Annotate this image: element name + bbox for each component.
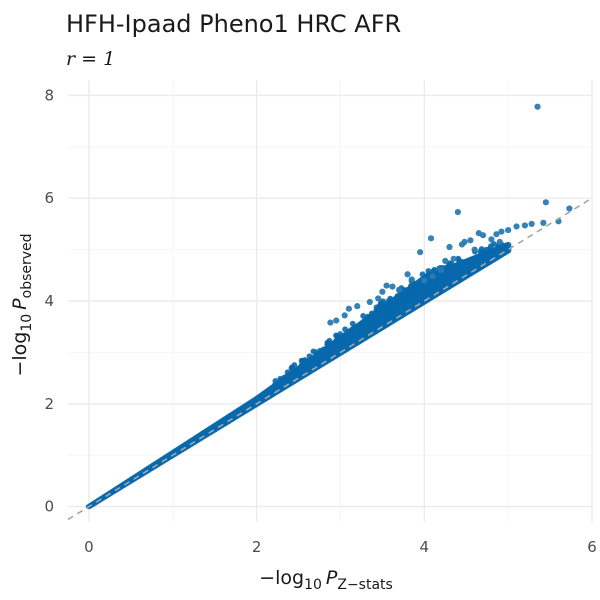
y-axis-label: −log10 Pobserved bbox=[9, 233, 35, 376]
outlier-point bbox=[493, 231, 500, 238]
point bbox=[368, 310, 375, 317]
point bbox=[360, 313, 367, 319]
point bbox=[384, 302, 391, 308]
chart-subtitle: r = 1 bbox=[66, 48, 115, 70]
outlier-point bbox=[408, 276, 415, 283]
outlier-point bbox=[458, 241, 466, 248]
y-tick-label: 6 bbox=[44, 189, 54, 207]
outlier-point bbox=[327, 319, 334, 326]
point bbox=[365, 315, 372, 322]
outlier-point bbox=[345, 305, 352, 312]
reference-line-y-equals-x bbox=[67, 197, 593, 521]
point bbox=[456, 257, 462, 264]
outlier-point bbox=[383, 282, 390, 289]
reference-line bbox=[67, 197, 593, 521]
point bbox=[380, 298, 386, 305]
point bbox=[342, 326, 349, 333]
outlier-point bbox=[542, 199, 549, 206]
point bbox=[431, 266, 438, 273]
outlier-point bbox=[521, 222, 529, 229]
outlier-point bbox=[417, 249, 424, 256]
outlier-point bbox=[404, 271, 411, 278]
outlier-point bbox=[488, 236, 495, 243]
outlier-point bbox=[396, 286, 403, 293]
outlier-point bbox=[437, 267, 445, 274]
outlier-point bbox=[429, 273, 436, 280]
x-axis-label: −log10 PZ−stats bbox=[259, 567, 393, 593]
y-label-prefix: −log bbox=[9, 332, 31, 377]
point bbox=[486, 246, 493, 252]
outlier-point bbox=[528, 220, 535, 228]
x-tick-label: 6 bbox=[587, 538, 597, 556]
chart-title: HFH-Ipaad Pheno1 HRC AFR bbox=[66, 10, 401, 38]
grid bbox=[68, 80, 593, 522]
x-tick-label: 2 bbox=[252, 538, 262, 556]
outlier-point bbox=[540, 219, 547, 226]
point bbox=[301, 357, 308, 364]
y-label-sub: observed bbox=[19, 233, 35, 298]
outlier-point bbox=[450, 255, 457, 262]
point bbox=[324, 341, 331, 348]
point bbox=[373, 311, 380, 318]
point bbox=[396, 293, 403, 299]
outlier-point bbox=[389, 283, 396, 290]
outlier-point bbox=[354, 303, 361, 310]
outlier-point bbox=[366, 298, 373, 306]
outlier-point bbox=[471, 246, 478, 253]
point bbox=[362, 320, 368, 327]
point bbox=[284, 369, 291, 376]
x-tick-label: 4 bbox=[420, 538, 430, 556]
tick-labels: 0 2 4 6 0 2 4 6 8 bbox=[44, 86, 596, 556]
point-cluster bbox=[504, 241, 512, 254]
outlier-point bbox=[566, 205, 573, 212]
y-tick-label: 0 bbox=[44, 498, 54, 516]
point bbox=[478, 246, 485, 252]
point bbox=[290, 369, 297, 376]
outlier-point bbox=[505, 226, 512, 234]
point bbox=[465, 258, 472, 265]
x-label-base: 10 bbox=[304, 577, 322, 593]
point bbox=[481, 252, 488, 259]
point bbox=[272, 378, 279, 384]
outlier-point bbox=[467, 237, 474, 244]
point bbox=[470, 258, 477, 264]
point bbox=[306, 353, 313, 360]
outlier-point bbox=[496, 238, 503, 245]
outlier-point bbox=[534, 103, 541, 110]
outlier-point bbox=[454, 208, 461, 216]
x-label-prefix: −log bbox=[259, 567, 304, 589]
outlier-point bbox=[375, 295, 382, 302]
point bbox=[388, 297, 395, 304]
point bbox=[348, 326, 355, 333]
outlier-point bbox=[498, 228, 505, 235]
outlier-point bbox=[442, 257, 449, 265]
point bbox=[288, 365, 295, 372]
outlier-point bbox=[513, 223, 520, 230]
point bbox=[416, 280, 423, 286]
outlier-point bbox=[479, 232, 487, 239]
data-points bbox=[85, 103, 573, 510]
y-tick-label: 4 bbox=[44, 292, 54, 310]
point bbox=[278, 376, 285, 383]
y-label-var: P bbox=[9, 298, 31, 310]
y-label-base: 10 bbox=[19, 314, 35, 332]
y-tick-label: 8 bbox=[44, 86, 54, 104]
point bbox=[335, 334, 342, 341]
outlier-point bbox=[341, 312, 348, 319]
point bbox=[309, 358, 315, 365]
outlier-point bbox=[421, 277, 428, 284]
outlier-point bbox=[427, 235, 435, 242]
point bbox=[313, 349, 320, 356]
point bbox=[377, 304, 384, 310]
outlier-point bbox=[446, 243, 453, 251]
x-tick-label: 0 bbox=[84, 538, 94, 556]
y-tick-label: 2 bbox=[44, 395, 54, 413]
x-label-sub: Z−stats bbox=[337, 577, 392, 593]
outlier-point bbox=[379, 288, 386, 295]
outlier-point bbox=[333, 317, 340, 324]
x-label-var: P bbox=[326, 567, 338, 589]
